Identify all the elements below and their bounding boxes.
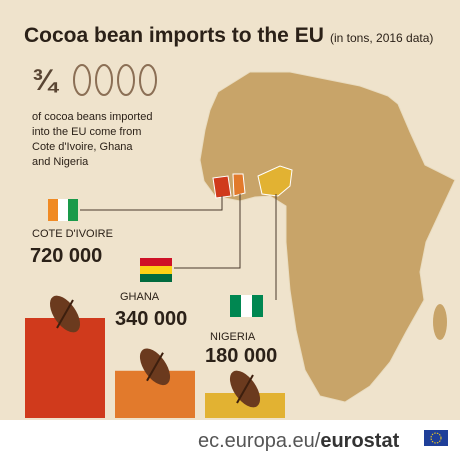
bar [25, 318, 105, 418]
footer-band [0, 420, 460, 461]
ghana-shape [232, 173, 246, 197]
category-label: GHANA [120, 291, 160, 303]
africa-map [199, 71, 456, 403]
cocoa-pod-ridge [146, 352, 164, 382]
flag-ghana [140, 258, 172, 282]
description-line: of cocoa beans imported [32, 111, 152, 123]
description-line: Cote d'Ivoire, Ghana [32, 141, 133, 153]
pod-icons [73, 64, 157, 96]
madagascar [433, 304, 447, 340]
footer-site: ec.europa.eu/eurostat [198, 430, 400, 452]
nigeria-shape [257, 165, 293, 197]
category-label: NIGERIA [210, 331, 256, 343]
value-label: 180 000 [205, 345, 277, 367]
eu-stars [430, 432, 442, 444]
value-label: 720 000 [30, 245, 102, 267]
flag-cote-divoire [48, 199, 78, 221]
eu-flag [424, 430, 448, 446]
cocoa-pod-ridge [236, 374, 254, 404]
category-label: COTE D'IVOIRE [32, 228, 113, 240]
cote-divoire-shape [212, 175, 232, 199]
subtitle: (in tons, 2016 data) [330, 31, 433, 45]
description: of cocoa beans imported into the EU come… [32, 111, 152, 168]
leader-line [80, 196, 223, 211]
value-label: 340 000 [115, 308, 187, 330]
title: Cocoa bean imports to the EU [24, 24, 324, 47]
footer-brand: eurostat [320, 430, 399, 452]
leader-line [174, 194, 241, 269]
description-line: into the EU come from [32, 126, 141, 138]
cocoa-pod-ridge [56, 299, 74, 329]
bars: COTE D'IVOIRE 720 000 GHANA 340 000 NIGERIA 1… [25, 228, 285, 418]
footer-site-text: ec.europa.eu/ [198, 430, 321, 452]
description-line: and Nigeria [32, 156, 89, 168]
fraction: ¾ [32, 64, 60, 97]
flag-nigeria [230, 295, 263, 317]
